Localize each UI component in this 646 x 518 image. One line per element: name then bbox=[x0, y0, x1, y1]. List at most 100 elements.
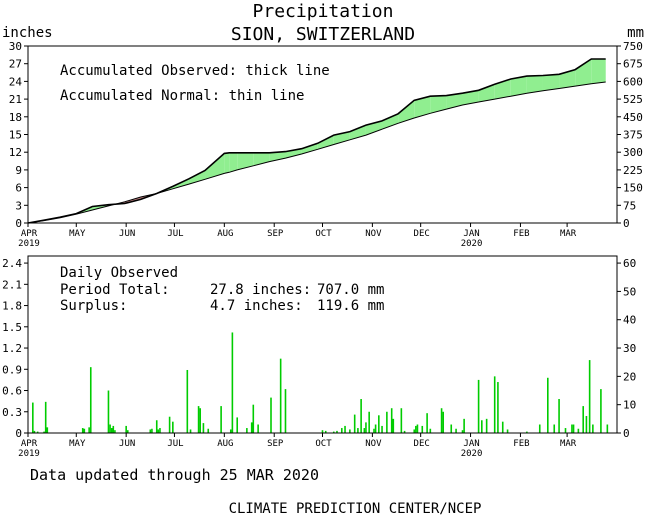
surplus-area bbox=[591, 58, 606, 84]
daily-bar bbox=[172, 421, 174, 433]
accumulated-left-tick-label: 21 bbox=[9, 93, 22, 106]
daily-bar bbox=[564, 428, 567, 433]
daily-bar bbox=[186, 369, 189, 433]
daily-bar bbox=[159, 428, 161, 433]
accumulated-left-tick-label: 3 bbox=[15, 199, 22, 212]
daily-bar bbox=[44, 401, 47, 433]
daily-bar bbox=[592, 424, 594, 433]
accumulated-month-label: SEP bbox=[267, 229, 284, 239]
daily-left-tick-label: 0.9 bbox=[2, 363, 22, 376]
surplus-mm: 119.6 mm bbox=[317, 298, 384, 314]
daily-bar bbox=[88, 427, 90, 433]
daily-bar bbox=[126, 430, 129, 433]
accumulated-right-tick-label: 225 bbox=[623, 164, 643, 177]
daily-bar bbox=[386, 411, 388, 433]
daily-bar bbox=[365, 422, 367, 433]
daily-bar bbox=[149, 429, 152, 433]
chart-title: Precipitation bbox=[253, 1, 394, 22]
accumulated-right-tick-label: 150 bbox=[623, 182, 643, 195]
daily-bar bbox=[250, 422, 253, 433]
accumulated-left-tick-label: 0 bbox=[15, 217, 22, 230]
accumulated-month-label: JUN bbox=[119, 229, 135, 239]
daily-bar bbox=[109, 424, 111, 433]
accumulated-month-label: NOV bbox=[365, 229, 382, 239]
daily-bar bbox=[461, 430, 464, 433]
daily-month-label: FEB bbox=[513, 439, 529, 449]
daily-left-tick-label: 1.5 bbox=[2, 321, 22, 334]
daily-bar bbox=[229, 429, 232, 433]
daily-bar bbox=[199, 408, 201, 433]
surplus-area bbox=[430, 95, 447, 114]
accumulated-left-tick-label: 12 bbox=[9, 146, 22, 159]
daily-bar bbox=[353, 414, 356, 433]
surplus-label: Surplus: bbox=[60, 298, 127, 314]
daily-bar bbox=[463, 418, 465, 433]
daily-month-label: JUN bbox=[119, 439, 135, 449]
period-total-inches: 27.8 inches: bbox=[210, 282, 311, 298]
daily-bar bbox=[558, 399, 560, 433]
daily-bar bbox=[440, 408, 443, 433]
daily-bar bbox=[284, 389, 287, 433]
daily-left-tick-label: 1.2 bbox=[2, 342, 22, 355]
accumulated-left-tick-label: 18 bbox=[9, 111, 22, 124]
daily-bar bbox=[189, 429, 192, 433]
daily-bar bbox=[324, 430, 327, 433]
accumulated-plot: 0369121518212427300751502253003754505256… bbox=[9, 40, 643, 249]
daily-bar bbox=[571, 424, 573, 433]
daily-bar bbox=[344, 425, 346, 433]
daily-bar bbox=[506, 429, 509, 433]
daily-bar bbox=[360, 399, 362, 433]
daily-bar bbox=[107, 390, 110, 433]
accumulated-month-label: JAN bbox=[463, 229, 479, 239]
daily-bar bbox=[455, 428, 457, 433]
daily-left-tick-label: 2.4 bbox=[2, 257, 22, 270]
daily-right-tick-label: 20 bbox=[623, 370, 636, 383]
daily-bar bbox=[33, 430, 36, 433]
daily-bar bbox=[450, 424, 453, 433]
observed-line bbox=[27, 58, 606, 224]
daily-bar bbox=[421, 425, 424, 433]
daily-bar bbox=[357, 428, 359, 433]
daily-right-tick-label: 60 bbox=[623, 257, 636, 270]
daily-month-label: NOV bbox=[365, 439, 382, 449]
surplus-area bbox=[462, 90, 479, 105]
legend-observed: Accumulated Observed: thick line bbox=[60, 63, 330, 79]
daily-bar bbox=[151, 428, 153, 433]
daily-bar bbox=[400, 408, 403, 433]
daily-bar bbox=[321, 430, 324, 433]
surplus-area bbox=[224, 152, 230, 174]
daily-month-label: DEC bbox=[414, 439, 430, 449]
daily-month-label: APR bbox=[21, 439, 38, 449]
daily-right-tick-label: 50 bbox=[623, 285, 636, 298]
daily-bar bbox=[374, 424, 377, 433]
accumulated-right-tick-label: 750 bbox=[623, 40, 643, 53]
daily-bar bbox=[363, 428, 366, 433]
accumulated-month-label: JUL bbox=[167, 229, 183, 239]
daily-bar bbox=[429, 428, 432, 433]
daily-bar bbox=[81, 428, 84, 433]
daily-bar bbox=[553, 424, 556, 433]
accumulated-month-label: OCT bbox=[315, 229, 332, 239]
accumulated-right-tick-label: 525 bbox=[623, 93, 643, 106]
accumulated-right-tick-label: 675 bbox=[623, 58, 643, 71]
daily-plot: 0 0.3 0.6 0.9 1.2 1.5 1.8 2.1 2.4 0 10 20 30 40 50 60 AP… bbox=[2, 255, 636, 459]
accumulated-left-tick-label: 6 bbox=[15, 182, 22, 195]
daily-bar bbox=[368, 411, 370, 433]
daily-bar bbox=[112, 425, 115, 433]
daily-month-label: JUL bbox=[167, 439, 183, 449]
daily-bar bbox=[270, 397, 272, 433]
surplus-area bbox=[382, 113, 399, 130]
daily-left-tick-label: 0.6 bbox=[2, 385, 22, 398]
surplus-area bbox=[575, 58, 592, 87]
daily-bar bbox=[110, 428, 113, 433]
daily-bar bbox=[585, 416, 588, 433]
daily-bar bbox=[207, 428, 210, 433]
daily-left-tick-label: 0.3 bbox=[2, 406, 22, 419]
surplus-area bbox=[542, 74, 560, 91]
daily-bar bbox=[89, 367, 92, 433]
surplus-area bbox=[205, 153, 225, 180]
daily-bar bbox=[403, 430, 406, 433]
accumulated-right-tick-label: 600 bbox=[623, 75, 643, 88]
accumulated-right-tick-label: 375 bbox=[623, 129, 643, 142]
